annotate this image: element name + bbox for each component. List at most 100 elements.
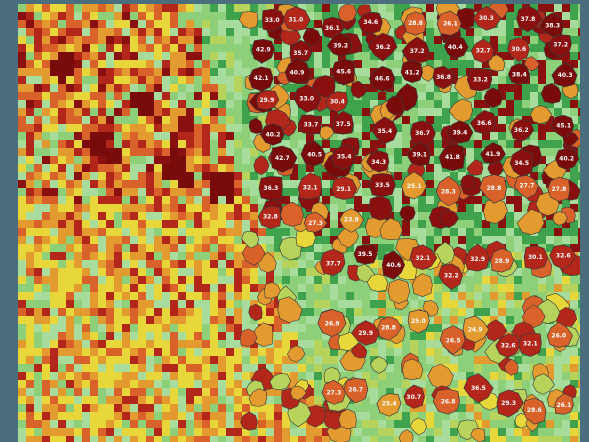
storm-cell[interactable]: [518, 332, 542, 357]
storm-cell[interactable]: [469, 110, 496, 135]
storm-cell[interactable]: [332, 110, 354, 135]
storm-cell[interactable]: [548, 34, 572, 57]
storm-cell[interactable]: [331, 59, 355, 86]
storm-cell[interactable]: [472, 5, 502, 31]
storm-cell[interactable]: [258, 176, 283, 201]
storm-cell[interactable]: [439, 209, 459, 228]
storm-cell[interactable]: [317, 309, 347, 337]
storm-cell[interactable]: [371, 116, 398, 144]
storm-cell[interactable]: [401, 171, 428, 200]
storm-cell[interactable]: [289, 39, 313, 64]
storm-cell[interactable]: [379, 217, 403, 241]
storm-cell[interactable]: [463, 373, 494, 404]
storm-cell[interactable]: [412, 273, 433, 298]
storm-cell[interactable]: [504, 358, 519, 376]
storm-cell[interactable]: [554, 393, 574, 415]
storm-cell[interactable]: [270, 145, 298, 173]
storm-cell[interactable]: [261, 8, 286, 32]
storm-cell[interactable]: [257, 205, 282, 229]
storm-cell[interactable]: [550, 115, 574, 139]
storm-cell[interactable]: [523, 245, 549, 270]
storm-cell[interactable]: [239, 328, 258, 347]
storm-cell[interactable]: [490, 247, 514, 273]
storm-cell[interactable]: [407, 309, 430, 334]
storm-cell[interactable]: [368, 173, 396, 197]
storm-cell[interactable]: [446, 120, 474, 144]
storm-cell[interactable]: [435, 175, 462, 207]
storm-cell[interactable]: [366, 150, 390, 173]
storm-cell[interactable]: [287, 345, 306, 363]
storm-cell[interactable]: [343, 378, 369, 404]
storm-cell[interactable]: [240, 411, 258, 431]
storm-cell[interactable]: [330, 144, 356, 170]
storm-cell[interactable]: [436, 10, 462, 36]
storm-cell[interactable]: [409, 417, 428, 436]
storm-cell[interactable]: [326, 32, 353, 57]
storm-cell[interactable]: [427, 363, 454, 390]
storm-cell[interactable]: [369, 356, 389, 374]
storm-cell[interactable]: [406, 141, 431, 167]
storm-cell[interactable]: [248, 388, 268, 407]
storm-cell[interactable]: [496, 389, 524, 418]
storm-cell[interactable]: [487, 54, 506, 72]
storm-cell[interactable]: [284, 57, 311, 84]
cell-layer[interactable]: [238, 4, 580, 442]
storm-cell[interactable]: [241, 230, 260, 249]
storm-cell[interactable]: [510, 119, 535, 142]
storm-cell[interactable]: [282, 6, 311, 32]
storm-cell[interactable]: [409, 244, 438, 271]
storm-cell[interactable]: [251, 38, 276, 63]
storm-cell[interactable]: [398, 429, 414, 442]
storm-cell[interactable]: [483, 87, 504, 108]
storm-cell[interactable]: [297, 172, 323, 200]
storm-cell[interactable]: [529, 105, 553, 125]
storm-cell[interactable]: [368, 195, 393, 221]
storm-cell[interactable]: [399, 205, 416, 222]
storm-cell[interactable]: [338, 408, 357, 430]
storm-cell[interactable]: [297, 114, 322, 135]
storm-cell[interactable]: [302, 27, 321, 47]
storm-cell[interactable]: [480, 142, 507, 164]
heatmap-canvas[interactable]: 33.0 31.0 36.1 34.6 28.8 26.1 30.3 37.8 38.3 42.9…: [18, 4, 580, 442]
storm-cell[interactable]: [438, 263, 463, 290]
storm-cell[interactable]: [516, 208, 545, 236]
storm-cell[interactable]: [259, 123, 285, 146]
storm-cell[interactable]: [325, 91, 349, 113]
storm-cell[interactable]: [547, 176, 571, 202]
storm-cell[interactable]: [381, 250, 406, 280]
storm-cell[interactable]: [337, 4, 357, 23]
storm-cell[interactable]: [367, 32, 398, 62]
storm-cell[interactable]: [368, 65, 396, 93]
storm-cell[interactable]: [400, 59, 423, 83]
storm-cell[interactable]: [438, 143, 465, 172]
storm-cell[interactable]: [351, 320, 380, 346]
storm-cell[interactable]: [522, 304, 546, 329]
storm-cell[interactable]: [238, 11, 259, 29]
storm-cell[interactable]: [432, 65, 456, 90]
storm-cell[interactable]: [540, 82, 562, 104]
storm-cell[interactable]: [320, 248, 346, 276]
storm-cell[interactable]: [350, 80, 368, 99]
storm-cell[interactable]: [552, 211, 568, 226]
storm-cell[interactable]: [507, 63, 531, 86]
storm-cell[interactable]: [269, 373, 292, 391]
storm-cell[interactable]: [357, 11, 383, 35]
storm-cell[interactable]: [466, 68, 493, 92]
storm-cell[interactable]: [554, 148, 580, 170]
heatmap-svg[interactable]: 33.0 31.036.134.6 28.8 26.130.3 37.838.342.9…: [18, 4, 580, 442]
storm-cell[interactable]: [448, 98, 473, 124]
storm-cell[interactable]: [524, 56, 540, 72]
storm-cell[interactable]: [464, 243, 490, 272]
storm-cell[interactable]: [509, 148, 534, 177]
storm-cell[interactable]: [321, 379, 346, 405]
storm-cell[interactable]: [376, 393, 402, 417]
storm-cell[interactable]: [366, 273, 389, 292]
storm-cell[interactable]: [323, 367, 341, 384]
storm-cell[interactable]: [248, 303, 263, 322]
storm-cell[interactable]: [403, 11, 427, 36]
storm-cell[interactable]: [460, 174, 475, 191]
storm-cell[interactable]: [255, 89, 280, 110]
storm-cell[interactable]: [248, 66, 274, 92]
storm-cell[interactable]: [350, 342, 368, 359]
storm-cell[interactable]: [513, 175, 539, 199]
